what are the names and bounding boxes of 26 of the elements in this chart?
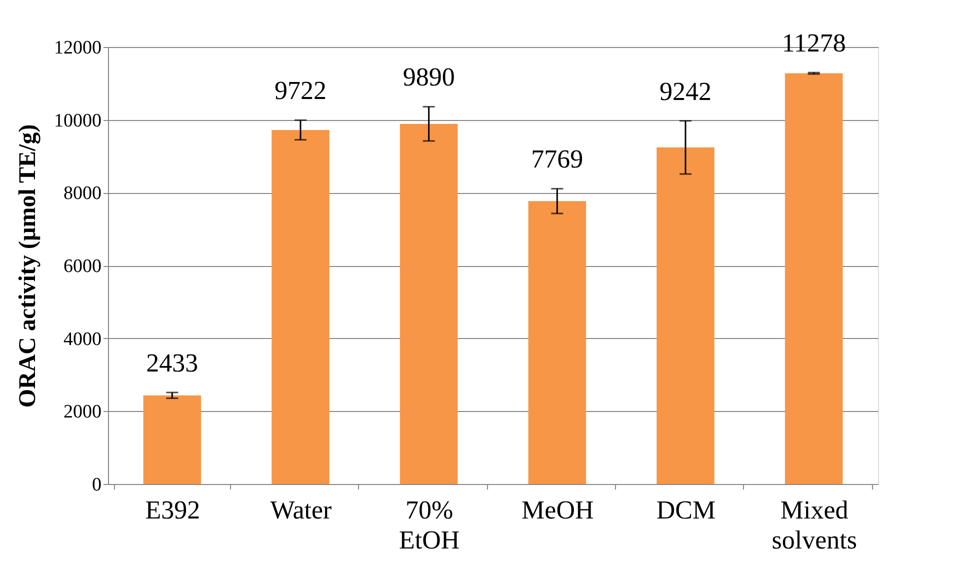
y-tick-label: 0 xyxy=(92,474,102,496)
data-label: 2433 xyxy=(146,348,198,378)
x-tick-label: DCM xyxy=(656,496,716,524)
bar xyxy=(784,73,843,484)
bar xyxy=(143,395,202,484)
x-tick-label: 70% EtOH xyxy=(398,496,460,554)
y-tick-label: 4000 xyxy=(64,328,102,350)
data-label: 9890 xyxy=(402,62,455,92)
bar xyxy=(528,201,586,484)
y-tick-label: 10000 xyxy=(54,110,102,132)
y-tick-label: 6000 xyxy=(64,256,102,277)
bar xyxy=(272,130,330,484)
x-tick-label: Water xyxy=(270,496,332,524)
data-label: 9242 xyxy=(660,76,712,106)
y-axis-title: ORAC activity (µmol TE/g) xyxy=(15,124,41,408)
y-tick-label: 12000 xyxy=(54,38,102,58)
data-label: 9722 xyxy=(274,76,326,106)
y-tick-label: 2000 xyxy=(64,402,102,423)
bar xyxy=(400,124,458,484)
bar xyxy=(656,147,714,484)
y-tick-label: 8000 xyxy=(64,183,102,204)
x-tick-label: E392 xyxy=(145,496,200,524)
x-tick-label: MeOH xyxy=(522,496,594,524)
data-label: 11278 xyxy=(782,28,846,58)
data-label: 7769 xyxy=(531,144,584,174)
x-tick-label: Mixed solvents xyxy=(772,496,857,554)
